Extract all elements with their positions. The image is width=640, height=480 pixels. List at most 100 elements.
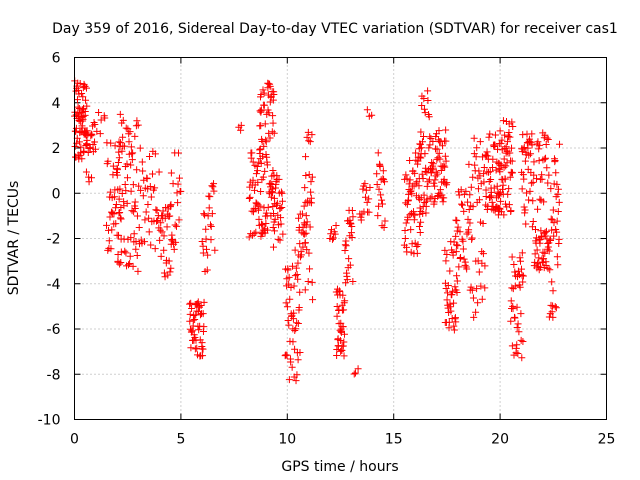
data-point: [474, 185, 482, 193]
data-point: [336, 337, 344, 345]
data-point: [142, 208, 150, 216]
data-point: [259, 221, 267, 229]
data-point: [508, 157, 516, 165]
data-point: [529, 178, 537, 186]
data-point: [554, 190, 562, 198]
data-point: [443, 179, 451, 187]
data-point: [406, 156, 414, 164]
data-point: [524, 144, 532, 152]
data-point: [74, 86, 82, 94]
data-point: [448, 291, 456, 299]
data-point: [539, 248, 547, 256]
data-point: [82, 96, 90, 104]
data-point: [309, 296, 317, 304]
data-point: [361, 180, 369, 188]
data-point: [269, 119, 277, 127]
data-point: [441, 163, 449, 171]
data-point: [430, 198, 438, 206]
data-point: [465, 206, 473, 214]
data-point: [508, 169, 516, 177]
data-point: [168, 231, 176, 239]
data-point: [186, 300, 194, 308]
data-point: [375, 185, 383, 193]
y-tick-label: -10: [38, 413, 61, 429]
data-point: [278, 189, 286, 197]
data-point: [119, 116, 127, 124]
data-point: [416, 229, 424, 237]
data-point: [287, 283, 295, 291]
data-point: [493, 182, 501, 190]
data-point: [74, 103, 82, 111]
data-point: [292, 377, 300, 385]
data-point: [419, 175, 427, 183]
data-point: [454, 242, 462, 250]
data-point: [200, 323, 208, 331]
data-point: [259, 86, 267, 94]
data-point: [483, 148, 491, 156]
data-point: [487, 175, 495, 183]
data-point: [450, 299, 458, 307]
data-point: [373, 180, 381, 188]
data-point: [530, 171, 538, 179]
data-point: [117, 203, 125, 211]
data-point: [348, 206, 356, 214]
data-point: [542, 154, 550, 162]
data-point: [78, 155, 86, 163]
data-point: [476, 138, 484, 146]
data-point: [492, 166, 500, 174]
data-point: [255, 215, 263, 223]
data-point: [518, 265, 526, 273]
data-point: [537, 227, 545, 235]
x-axis-label: GPS time / hours: [281, 459, 398, 475]
data-point: [302, 153, 310, 161]
data-point: [113, 166, 121, 174]
data-point: [277, 220, 285, 228]
y-axis-label: SDTVAR / TECUs: [6, 181, 22, 296]
data-point: [155, 168, 163, 176]
data-point: [501, 131, 509, 139]
data-point: [333, 346, 341, 354]
data-point: [72, 127, 80, 135]
data-point: [469, 203, 477, 211]
data-point: [416, 196, 424, 204]
data-point: [445, 318, 453, 326]
data-point: [95, 109, 103, 117]
data-point: [520, 143, 528, 151]
data-point: [528, 223, 536, 231]
data-point: [341, 297, 349, 305]
y-tick-label: -4: [47, 277, 61, 293]
data-point: [518, 271, 526, 279]
grid-lines: [74, 57, 607, 420]
data-point: [199, 345, 207, 353]
data-point: [132, 245, 140, 253]
data-point: [548, 226, 556, 234]
data-point: [453, 217, 461, 225]
data-point: [129, 149, 137, 157]
data-point: [337, 347, 345, 355]
y-tick-label: -8: [47, 367, 61, 383]
data-point: [106, 188, 114, 196]
data-point: [440, 162, 448, 170]
data-point: [439, 142, 447, 150]
data-point: [118, 147, 126, 155]
data-point: [200, 298, 208, 306]
data-point: [303, 133, 311, 141]
data-point: [88, 174, 96, 182]
data-point: [163, 223, 171, 231]
data-point: [207, 222, 215, 230]
data-point: [127, 234, 135, 242]
data-point: [515, 328, 523, 336]
data-point: [528, 141, 536, 149]
data-point: [434, 154, 442, 162]
data-point: [257, 122, 265, 130]
y-tick-label: -2: [47, 232, 61, 248]
data-point: [333, 302, 341, 310]
data-point: [467, 283, 475, 291]
data-point: [103, 221, 111, 229]
data-point: [144, 201, 152, 209]
data-point: [268, 128, 276, 136]
data-point: [481, 284, 489, 292]
data-point: [477, 282, 485, 290]
data-point: [81, 82, 89, 90]
